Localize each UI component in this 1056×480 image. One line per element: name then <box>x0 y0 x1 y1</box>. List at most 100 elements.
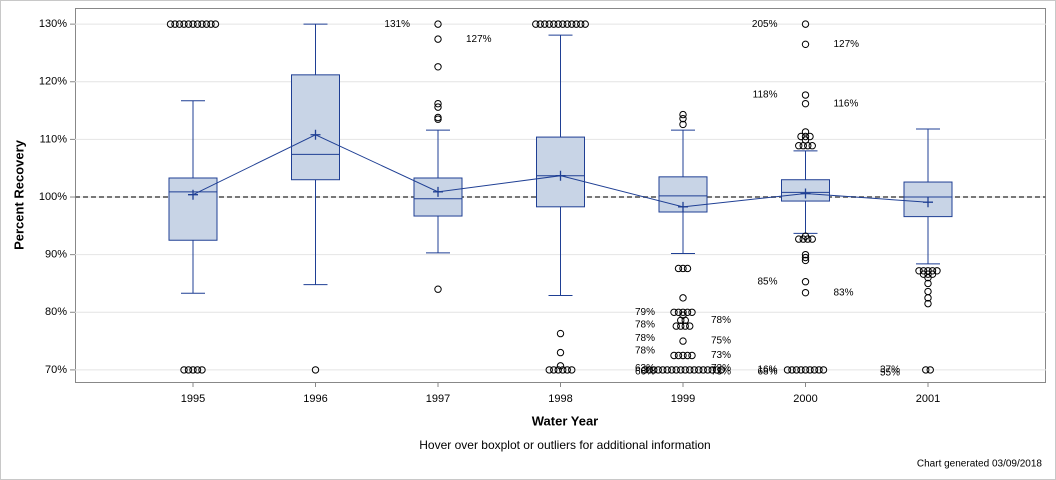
outlier[interactable] <box>572 20 580 28</box>
outlier[interactable] <box>801 132 810 141</box>
outlier[interactable] <box>679 114 687 123</box>
outlier[interactable] <box>434 35 442 43</box>
outlier[interactable] <box>670 351 678 360</box>
outlier[interactable] <box>804 142 812 150</box>
outlier[interactable] <box>670 308 678 316</box>
outlier[interactable] <box>679 294 687 302</box>
outlier[interactable] <box>801 99 810 108</box>
outlier[interactable] <box>645 366 653 374</box>
outlier[interactable] <box>681 322 689 330</box>
outlier[interactable] <box>808 235 816 243</box>
outlier[interactable] <box>434 115 442 123</box>
outlier[interactable] <box>924 270 932 278</box>
outlier[interactable] <box>679 337 687 345</box>
outlier[interactable] <box>189 366 197 374</box>
outlier[interactable] <box>717 366 725 374</box>
outlier[interactable] <box>556 348 565 357</box>
outlier[interactable] <box>193 366 202 374</box>
outlier[interactable] <box>686 366 694 374</box>
outlier[interactable] <box>211 20 220 28</box>
outlier[interactable] <box>924 279 932 288</box>
outlier[interactable] <box>184 20 193 28</box>
outlier[interactable] <box>688 308 696 316</box>
outlier[interactable] <box>922 366 930 374</box>
outlier[interactable] <box>804 235 812 243</box>
outlier[interactable] <box>581 20 589 28</box>
outlier[interactable] <box>806 366 814 374</box>
outlier[interactable] <box>679 308 687 316</box>
outlier[interactable] <box>686 322 694 330</box>
outlier[interactable] <box>556 362 565 370</box>
outlier[interactable] <box>683 351 692 360</box>
outlier[interactable] <box>193 20 202 28</box>
outlier[interactable] <box>926 366 934 374</box>
outlier[interactable] <box>550 366 558 374</box>
outlier[interactable] <box>808 142 816 150</box>
outlier[interactable] <box>202 20 211 28</box>
outlier[interactable] <box>563 20 571 28</box>
outlier[interactable] <box>536 20 544 28</box>
outlier[interactable] <box>434 20 442 28</box>
outlier[interactable] <box>207 20 215 28</box>
outlier[interactable] <box>799 142 807 150</box>
outlier[interactable] <box>795 235 803 243</box>
outlier[interactable] <box>311 366 320 374</box>
outlier[interactable] <box>668 366 676 374</box>
outlier[interactable] <box>679 264 687 273</box>
outlier[interactable] <box>801 250 810 259</box>
outlier[interactable] <box>550 20 558 28</box>
outlier[interactable] <box>708 366 716 374</box>
outlier[interactable] <box>554 20 562 28</box>
outlier[interactable] <box>679 110 687 119</box>
outlier[interactable] <box>674 264 683 273</box>
outlier[interactable] <box>924 294 932 302</box>
outlier[interactable] <box>924 299 932 308</box>
outlier[interactable] <box>688 351 696 360</box>
outlier[interactable] <box>801 20 810 28</box>
outlier[interactable] <box>541 20 549 28</box>
outlier[interactable] <box>677 316 685 325</box>
outlier[interactable] <box>795 142 803 150</box>
outlier[interactable] <box>815 366 823 374</box>
outlier[interactable] <box>797 366 805 374</box>
outlier[interactable] <box>663 366 671 374</box>
outlier[interactable] <box>532 20 540 28</box>
outlier[interactable] <box>801 253 810 262</box>
outlier[interactable] <box>659 366 667 374</box>
outlier[interactable] <box>819 366 828 374</box>
outlier[interactable] <box>545 366 553 374</box>
box[interactable] <box>168 177 218 241</box>
outlier[interactable] <box>559 366 567 374</box>
outlier[interactable] <box>919 270 928 278</box>
outlier[interactable] <box>677 322 685 330</box>
outlier[interactable] <box>801 278 810 286</box>
outlier[interactable] <box>563 366 571 374</box>
outlier[interactable] <box>434 103 442 111</box>
outlier[interactable] <box>713 366 721 374</box>
outlier[interactable] <box>801 40 810 49</box>
outlier[interactable] <box>650 366 658 374</box>
outlier[interactable] <box>198 366 206 374</box>
outlier[interactable] <box>679 351 687 360</box>
outlier[interactable] <box>801 366 810 374</box>
outlier[interactable] <box>434 99 442 108</box>
outlier[interactable] <box>577 20 585 28</box>
outlier[interactable] <box>184 366 193 374</box>
outlier[interactable] <box>801 91 810 99</box>
outlier[interactable] <box>434 63 442 71</box>
outlier[interactable] <box>677 366 685 374</box>
outlier[interactable] <box>801 128 810 136</box>
outlier[interactable] <box>674 351 683 360</box>
outlier[interactable] <box>783 366 792 374</box>
outlier[interactable] <box>679 120 687 129</box>
outlier[interactable] <box>189 20 197 28</box>
outlier[interactable] <box>434 285 442 293</box>
outlier[interactable] <box>695 366 703 374</box>
outlier[interactable] <box>545 20 553 28</box>
outlier[interactable] <box>554 366 562 374</box>
outlier[interactable] <box>799 235 807 243</box>
box[interactable] <box>291 74 340 181</box>
outlier[interactable] <box>788 366 796 374</box>
outlier[interactable] <box>699 366 707 374</box>
outlier[interactable] <box>681 316 689 325</box>
